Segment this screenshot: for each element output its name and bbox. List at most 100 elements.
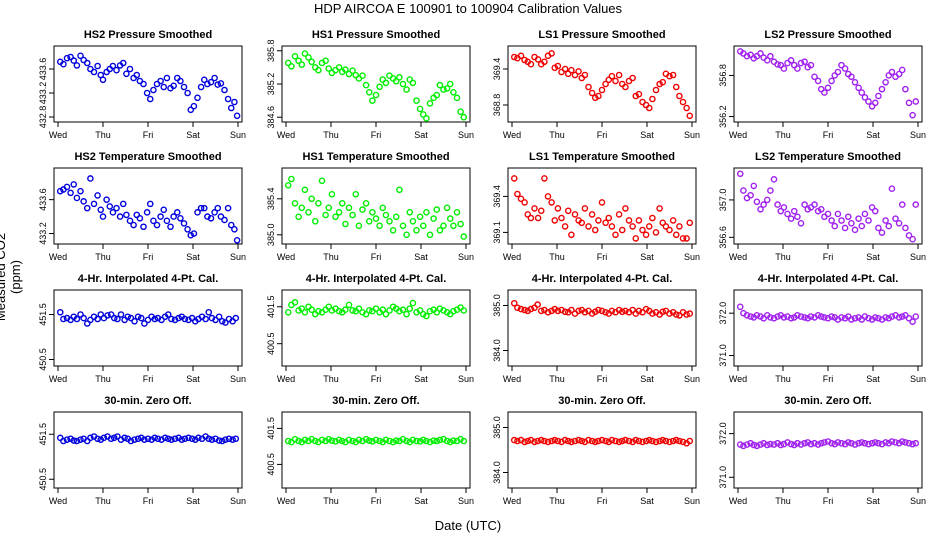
data-point [571,437,579,445]
data-point [767,187,774,194]
data-point [83,204,91,212]
x-tick-label: Fri [823,374,834,384]
panel-6: HS1 Temperature Smoothed Wed Thu Fri Sat Sun 3… [266,151,474,262]
x-tick-label: Wed [277,130,295,140]
data-point [797,59,805,67]
data-point [161,434,169,442]
panel-15: 30-min. Zero Off. Wed Thu Fri Sat Sun 384.0 385… [492,395,700,506]
data-point [80,198,87,205]
x-tick-label: Wed [277,496,295,506]
y-tick-label: 451.5 [38,423,48,446]
data-point [784,210,791,218]
data-point [133,71,141,79]
data-point [537,436,545,444]
plot-frame [733,289,923,367]
data-point [94,192,101,199]
data-point [598,86,606,94]
data-point [824,210,832,218]
data-point [895,219,903,227]
x-tick-label: Sun [230,252,246,262]
data-point [190,230,198,237]
data-point [376,222,383,230]
data-point [672,83,680,91]
data-point [386,217,393,225]
y-tick-label: 433.6 [38,188,48,211]
data-point [365,437,373,444]
data-point [218,437,226,445]
panel-title: 4-Hr. Interpolated 4-Pt. Cal. [758,273,899,285]
data-point [814,441,822,448]
data-point [524,211,532,218]
x-tick-label: Sun [230,130,246,140]
data-point [672,311,680,318]
panel-4: LS2 Pressure Smoothed Wed Thu Fri Sat Sun 356.… [718,29,926,140]
data-point [301,309,309,316]
data-point [332,438,339,445]
data-point [676,437,683,445]
data-point [848,219,855,227]
data-point [541,175,548,182]
data-point [218,317,226,325]
data-point [413,226,420,234]
data-point [70,181,78,188]
data-point [440,222,447,230]
data-point [585,223,592,230]
data-point [376,437,383,445]
x-tick-label: Sat [414,374,428,384]
x-tick-label: Wed [729,496,747,506]
data-point [841,224,849,232]
x-tick-label: Sun [684,252,700,262]
data-point [211,74,218,82]
data-point [871,439,879,446]
data-point [514,437,521,445]
x-tick-label: Thu [549,374,565,384]
y-tick-label: 385.8 [266,40,276,63]
data-point [109,209,117,216]
data-point [114,433,121,440]
data-point [838,61,845,69]
data-point [396,74,403,81]
y-tick-label: 450.5 [38,348,48,371]
data-point [403,437,410,445]
data-point [205,435,213,443]
data-point [531,438,538,446]
data-point [409,79,417,87]
y-tick-label: 400.5 [266,332,276,355]
data-point [60,60,67,68]
data-point [335,436,343,444]
data-point [855,84,862,92]
x-tick-label: Wed [277,252,295,262]
data-point [521,199,528,206]
data-point [416,105,424,113]
data-point [612,437,619,445]
data-point [871,314,879,321]
data-point [345,70,353,78]
data-point [114,315,121,323]
data-point [301,186,309,194]
data-point [99,213,107,220]
data-point [838,217,845,224]
data-point [227,104,235,112]
x-tick-label: Sun [910,496,926,506]
panel-2: HS1 Pressure Smoothed Wed Thu Fri Sat Sun 384.… [266,29,474,140]
x-tick-label: Wed [729,130,747,140]
data-point [598,307,606,315]
data-point [598,199,606,206]
data-point [123,211,130,219]
data-point [740,442,747,450]
data-point [639,308,646,316]
data-point [460,437,468,445]
data-point [423,437,430,445]
data-point [433,309,441,316]
data-point [912,439,920,447]
panel-10: 4-Hr. Interpolated 4-Pt. Cal. Wed Thu Fri Sa… [266,273,474,384]
data-point [413,437,420,445]
data-point [888,313,896,320]
data-point [571,71,579,79]
data-point [747,313,754,320]
data-point [652,438,660,446]
data-point [131,436,138,443]
data-point [521,438,528,446]
data-point [73,437,81,445]
data-point [127,437,135,445]
